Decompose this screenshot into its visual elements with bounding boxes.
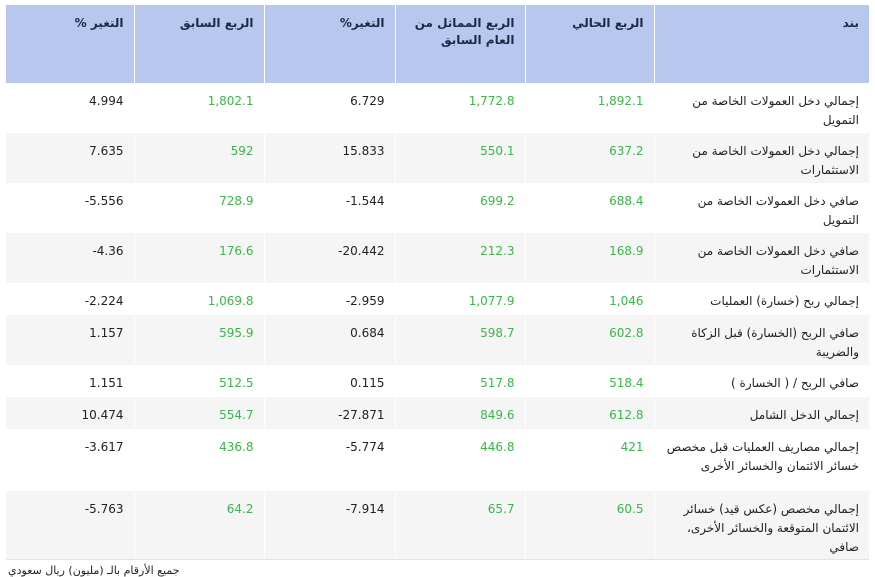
- cell-current-quarter: 602.8: [524, 315, 654, 365]
- cell-change-yoy: -2.959: [263, 283, 395, 315]
- cell-previous-quarter: 1,069.8: [133, 283, 264, 315]
- table-row: إجمالي دخل العمولات الخاصة من الاستثمارا…: [6, 133, 869, 183]
- cell-same-quarter-last-year: 550.1: [394, 133, 525, 183]
- cell-change-qoq: 4.994: [6, 83, 134, 133]
- cell-change-qoq: 7.635: [6, 133, 134, 183]
- cell-change-yoy: 15.833: [263, 133, 395, 183]
- table-row: صافي الربح (الخسارة) قبل الزكاة والضريبة…: [6, 315, 869, 365]
- cell-previous-quarter: 592: [133, 133, 264, 183]
- header-same-quarter-last-year: الربع المماثل من العام السابق: [394, 5, 525, 83]
- cell-item: صافي دخل العمولات الخاصة من التمويل: [653, 183, 869, 233]
- cell-item: إجمالي دخل العمولات الخاصة من التمويل: [653, 83, 869, 133]
- header-current-quarter: الربع الحالي: [524, 5, 654, 83]
- header-item: بند: [653, 5, 869, 83]
- cell-change-yoy: -27.871: [263, 397, 395, 429]
- cell-current-quarter: 612.8: [524, 397, 654, 429]
- cell-change-qoq: 1.151: [6, 365, 134, 397]
- cell-same-quarter-last-year: 598.7: [394, 315, 525, 365]
- cell-current-quarter: 421: [524, 429, 654, 491]
- table-row: إجمالي مخصص (عكس قيد) خسائر الائتمان الم…: [6, 491, 869, 559]
- header-change-qoq: التغير %: [6, 5, 134, 83]
- table-row: صافي دخل العمولات الخاصة من الاستثمارات 1…: [6, 233, 869, 283]
- cell-change-yoy: 0.684: [263, 315, 395, 365]
- cell-item: إجمالي ربح (خسارة) العمليات: [653, 283, 869, 315]
- cell-current-quarter: 60.5: [524, 491, 654, 559]
- cell-change-yoy: 0.115: [263, 365, 395, 397]
- cell-change-qoq: -5.763: [6, 491, 134, 559]
- cell-current-quarter: 518.4: [524, 365, 654, 397]
- cell-same-quarter-last-year: 446.8: [394, 429, 525, 491]
- financial-results-panel: بند الربع الحالي الربع المماثل من العام …: [6, 5, 869, 577]
- cell-change-yoy: -7.914: [263, 491, 395, 559]
- table-row: صافي الربح / ( الخسارة ) 518.4 517.8 0.115 5…: [6, 365, 869, 397]
- units-footnote-text: جميع الأرقام بالـ (مليون) ريال سعودي: [8, 564, 180, 577]
- cell-previous-quarter: 595.9: [133, 315, 264, 365]
- cell-change-qoq: -4.36: [6, 233, 134, 283]
- cell-current-quarter: 637.2: [524, 133, 654, 183]
- cell-change-qoq: -3.617: [6, 429, 134, 491]
- cell-previous-quarter: 436.8: [133, 429, 264, 491]
- cell-change-qoq: -2.224: [6, 283, 134, 315]
- cell-previous-quarter: 176.6: [133, 233, 264, 283]
- cell-item: صافي الربح / ( الخسارة ): [653, 365, 869, 397]
- cell-item: إجمالي الدخل الشامل: [653, 397, 869, 429]
- cell-previous-quarter: 1,802.1: [133, 83, 264, 133]
- cell-same-quarter-last-year: 212.3: [394, 233, 525, 283]
- table-row: إجمالي دخل العمولات الخاصة من التمويل 1,8…: [6, 83, 869, 133]
- cell-current-quarter: 1,892.1: [524, 83, 654, 133]
- header-previous-quarter: الربع السابق: [133, 5, 264, 83]
- cell-current-quarter: 688.4: [524, 183, 654, 233]
- table-row: إجمالي مصاريف العمليات قبل مخصص خسائر ال…: [6, 429, 869, 491]
- financial-results-table: بند الربع الحالي الربع المماثل من العام …: [6, 5, 869, 559]
- cell-change-yoy: -20.442: [263, 233, 395, 283]
- cell-change-yoy: -5.774: [263, 429, 395, 491]
- cell-change-yoy: 6.729: [263, 83, 395, 133]
- header-change-yoy: التغير%: [263, 5, 395, 83]
- table-header-row: بند الربع الحالي الربع المماثل من العام …: [6, 5, 869, 83]
- cell-same-quarter-last-year: 65.7: [394, 491, 525, 559]
- cell-previous-quarter: 728.9: [133, 183, 264, 233]
- cell-item: إجمالي مصاريف العمليات قبل مخصص خسائر ال…: [653, 429, 869, 491]
- table-row: إجمالي الدخل الشامل 612.8 849.6 -27.871 554.…: [6, 397, 869, 429]
- cell-current-quarter: 168.9: [524, 233, 654, 283]
- units-footnote: جميع الأرقام بالـ (مليون) ريال سعودي: [6, 559, 869, 577]
- cell-change-qoq: -5.556: [6, 183, 134, 233]
- table-row: إجمالي ربح (خسارة) العمليات 1,046 1,077.9-…: [6, 283, 869, 315]
- table-row: صافي دخل العمولات الخاصة من التمويل 688.4…: [6, 183, 869, 233]
- cell-change-yoy: -1.544: [263, 183, 395, 233]
- cell-same-quarter-last-year: 1,772.8: [394, 83, 525, 133]
- cell-previous-quarter: 554.7: [133, 397, 264, 429]
- cell-item: إجمالي مخصص (عكس قيد) خسائر الائتمان الم…: [653, 491, 869, 559]
- cell-same-quarter-last-year: 699.2: [394, 183, 525, 233]
- cell-same-quarter-last-year: 517.8: [394, 365, 525, 397]
- cell-previous-quarter: 64.2: [133, 491, 264, 559]
- cell-same-quarter-last-year: 1,077.9: [394, 283, 525, 315]
- cell-previous-quarter: 512.5: [133, 365, 264, 397]
- cell-item: صافي الربح (الخسارة) قبل الزكاة والضريبة: [653, 315, 869, 365]
- cell-same-quarter-last-year: 849.6: [394, 397, 525, 429]
- cell-current-quarter: 1,046: [524, 283, 654, 315]
- cell-item: صافي دخل العمولات الخاصة من الاستثمارات: [653, 233, 869, 283]
- cell-change-qoq: 10.474: [6, 397, 134, 429]
- cell-item: إجمالي دخل العمولات الخاصة من الاستثمارا…: [653, 133, 869, 183]
- cell-change-qoq: 1.157: [6, 315, 134, 365]
